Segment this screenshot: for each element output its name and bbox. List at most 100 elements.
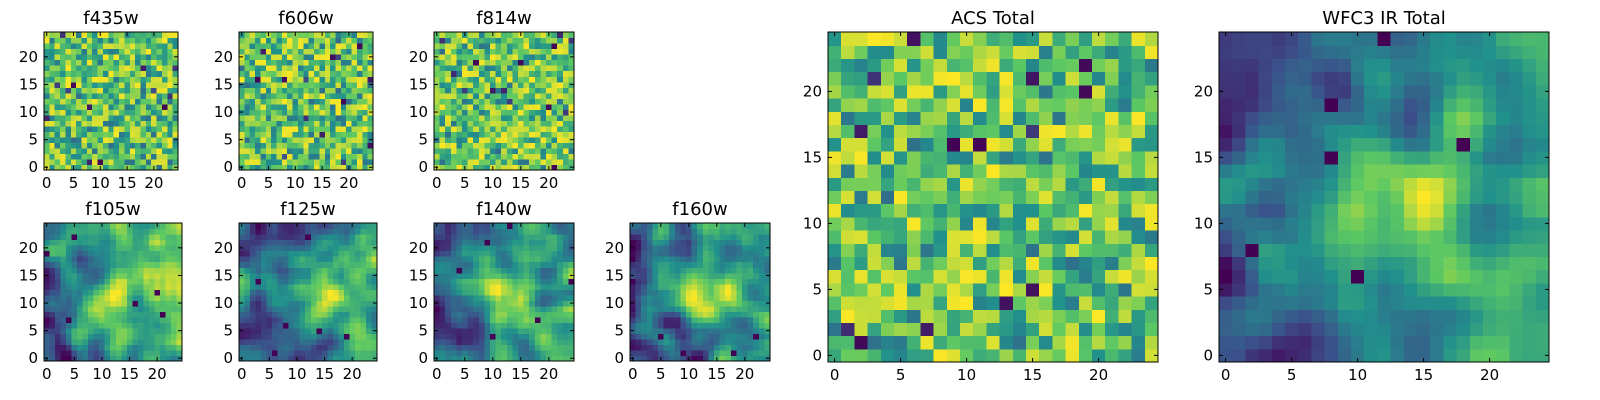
heatmap-cell [54,158,61,166]
heatmap-cell [495,92,502,99]
heatmap-cell [467,228,474,235]
heatmap-cell [356,65,363,72]
heatmap-cell [546,103,553,110]
heatmap-cell [108,136,115,143]
heatmap-cell [439,300,446,307]
heatmap-cell [495,322,502,329]
heatmap-cell [77,283,84,290]
heatmap-cell [119,76,125,83]
heatmap-cell [506,349,513,357]
heatmap-cell [630,234,637,241]
heatmap-cell [495,250,502,257]
heatmap-cell [1078,296,1093,310]
heatmap-cell [330,103,337,110]
heatmap-cell [354,355,362,362]
heatmap-cell [546,65,553,72]
heatmap-cell [523,223,530,230]
heatmap-cell [557,92,564,99]
heatmap-cell [255,355,262,362]
heatmap-cell [478,120,485,127]
heatmap-cell [456,261,463,268]
heatmap-cell [484,250,491,257]
heatmap-cell [249,120,256,127]
heatmap-cell [44,322,51,329]
heatmap-cell [140,81,147,88]
heatmap-cell [308,114,315,121]
heatmap-cell [946,190,961,205]
heatmap-cell [65,32,72,39]
heatmap-cell [327,294,334,301]
heatmap-cell [92,125,99,132]
heatmap-cell [362,120,369,127]
heatmap-cell [546,272,553,279]
heatmap-cell [758,234,765,241]
heatmap-cell [841,216,855,231]
heatmap-cell [730,261,737,268]
heatmap-cell [646,267,653,274]
heatmap-cell [283,283,290,290]
heatmap-cell [360,223,367,230]
heatmap-cell [714,250,721,257]
heatmap-cell [261,300,268,307]
heatmap-cell [439,272,446,279]
heatmap-cell [137,245,144,252]
heatmap-cell [249,37,256,44]
heatmap-cell [239,289,246,296]
heatmap-cell [104,316,111,323]
heatmap-cell [356,54,363,61]
heatmap-cell [999,256,1014,271]
heatmap-cell [49,267,56,274]
heatmap-cell [462,153,469,160]
heatmap-cell [81,92,88,99]
heatmap-cell [154,311,161,318]
heatmap-cell [316,267,323,274]
heatmap-cell [324,109,331,116]
heatmap-cell [93,316,100,323]
heatmap-cell [88,333,95,340]
heatmap-cell [356,43,363,50]
heatmap-cell [365,261,373,268]
heatmap-cell [250,245,257,252]
heatmap-cell [1144,164,1159,178]
heatmap-cell [332,333,339,340]
heatmap-cell [365,349,373,357]
heatmap-cell [255,136,262,143]
heatmap-cell [674,250,681,257]
heatmap-cell [680,305,687,312]
heatmap-cell [484,239,491,246]
heatmap-cell [708,272,715,279]
heatmap-cell [512,147,519,155]
heatmap-cell [557,120,564,127]
heatmap-cell [145,153,152,160]
heatmap-cell [49,239,56,246]
heatmap-cell [714,344,721,351]
heatmap-cell [495,76,502,83]
heatmap-cell [362,147,369,155]
heatmap-cell [365,316,373,323]
heatmap-cell [265,37,272,44]
heatmap-cell [697,333,704,340]
heatmap-cell [310,256,317,263]
heatmap-cell [907,150,921,165]
heatmap-cell [557,37,564,44]
heatmap-cell [277,256,284,263]
heatmap-cell [473,136,480,143]
heatmap-cell [669,349,676,357]
heatmap-cell [462,300,469,307]
heatmap-cell [276,70,283,77]
heatmap-cell [330,65,337,72]
y-tick-label: 10 [409,103,428,121]
heatmap-cell [255,98,262,105]
heatmap-cell [680,344,687,351]
heatmap-cell [841,322,855,337]
heatmap-cell [60,355,67,362]
heatmap-cell [276,103,283,110]
heatmap-cell [551,147,558,155]
heatmap-cell [172,147,179,155]
heatmap-cell [145,92,152,99]
heatmap-cell [299,300,306,307]
heatmap-cell [86,164,93,171]
heatmap-cell [277,228,284,235]
heatmap-cell [562,87,569,94]
heatmap-cell [310,316,317,323]
